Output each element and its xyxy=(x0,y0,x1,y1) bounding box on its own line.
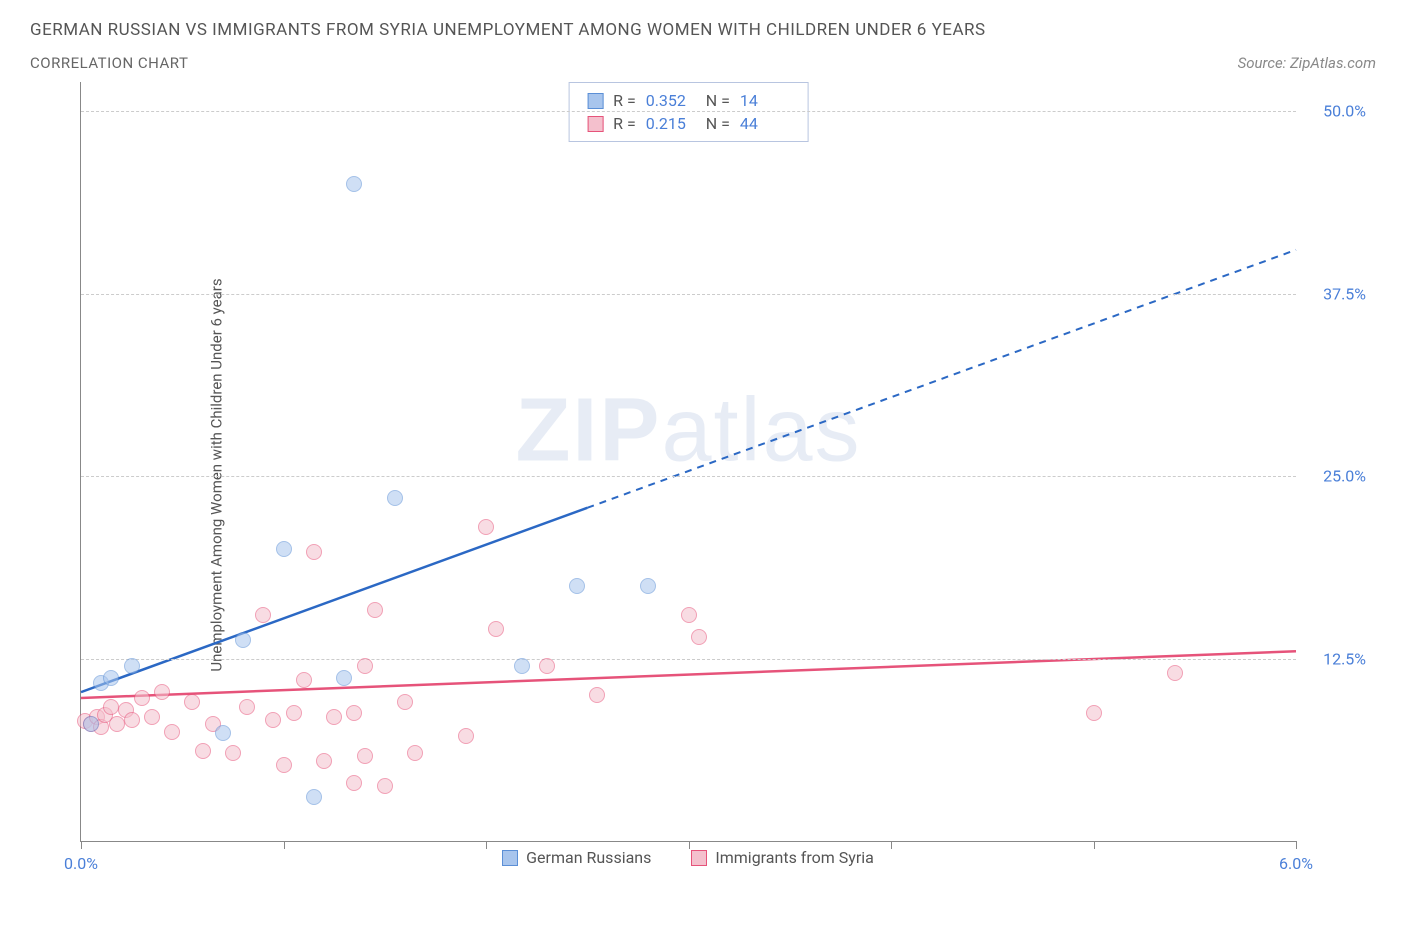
data-point xyxy=(357,658,373,674)
data-point xyxy=(357,748,373,764)
stats-row: R = 0.215 N = 44 xyxy=(587,112,790,135)
x-axis-label: 6.0% xyxy=(1279,854,1313,873)
data-point xyxy=(681,607,697,623)
data-point xyxy=(134,690,150,706)
data-point xyxy=(103,670,119,686)
data-point xyxy=(296,672,312,688)
x-tick xyxy=(891,841,892,849)
n-label: N = xyxy=(706,91,730,110)
gridline xyxy=(81,476,1296,477)
r-value: 0.215 xyxy=(646,114,696,133)
chart-subtitle: CORRELATION CHART xyxy=(30,54,188,72)
data-point xyxy=(1167,665,1183,681)
data-point xyxy=(640,578,656,594)
legend-item: Immigrants from Syria xyxy=(691,848,873,867)
legend-item: German Russians xyxy=(502,848,651,867)
legend-label: German Russians xyxy=(526,848,651,867)
data-point xyxy=(336,670,352,686)
x-tick xyxy=(1296,841,1297,849)
chart-title: GERMAN RUSSIAN VS IMMIGRANTS FROM SYRIA … xyxy=(30,20,1376,40)
data-point xyxy=(346,176,362,192)
data-point xyxy=(265,712,281,728)
data-point xyxy=(326,709,342,725)
data-point xyxy=(316,753,332,769)
series-swatch xyxy=(587,116,603,132)
data-point xyxy=(377,778,393,794)
data-point xyxy=(539,658,555,674)
data-point xyxy=(276,541,292,557)
data-point xyxy=(83,716,99,732)
data-point xyxy=(478,519,494,535)
source-attribution: Source: ZipAtlas.com xyxy=(1238,54,1376,72)
stats-row: R = 0.352 N = 14 xyxy=(587,89,790,112)
r-value: 0.352 xyxy=(646,91,696,110)
y-tick-label: 37.5% xyxy=(1323,284,1366,303)
gridline xyxy=(81,659,1296,660)
data-point xyxy=(387,490,403,506)
data-point xyxy=(124,658,140,674)
data-point xyxy=(589,687,605,703)
legend-swatch xyxy=(691,850,707,866)
n-label: N = xyxy=(706,114,730,133)
data-point xyxy=(346,705,362,721)
data-point xyxy=(255,607,271,623)
data-point xyxy=(488,621,504,637)
data-point xyxy=(276,757,292,773)
data-point xyxy=(195,743,211,759)
data-point xyxy=(154,684,170,700)
series-swatch xyxy=(587,93,603,109)
y-tick-label: 50.0% xyxy=(1323,102,1366,121)
trend-line-dashed xyxy=(587,250,1296,508)
data-point xyxy=(286,705,302,721)
y-tick-label: 25.0% xyxy=(1323,467,1366,486)
data-point xyxy=(306,544,322,560)
data-point xyxy=(569,578,585,594)
data-point xyxy=(346,775,362,791)
x-tick xyxy=(689,841,690,849)
data-point xyxy=(397,694,413,710)
x-tick xyxy=(81,841,82,849)
data-point xyxy=(164,724,180,740)
data-point xyxy=(1086,705,1102,721)
x-tick xyxy=(486,841,487,849)
x-tick xyxy=(284,841,285,849)
data-point xyxy=(367,602,383,618)
r-label: R = xyxy=(613,91,636,110)
n-value: 14 xyxy=(740,91,790,110)
data-point xyxy=(124,712,140,728)
legend-label: Immigrants from Syria xyxy=(715,848,873,867)
data-point xyxy=(235,632,251,648)
x-tick xyxy=(1094,841,1095,849)
plot-area: ZIPatlas R =0.352N =14R =0.215N =44 12.5… xyxy=(80,82,1296,842)
legend: German Russians Immigrants from Syria xyxy=(80,848,1296,867)
data-point xyxy=(514,658,530,674)
r-label: R = xyxy=(613,114,636,133)
legend-swatch xyxy=(502,850,518,866)
y-tick-label: 12.5% xyxy=(1323,649,1366,668)
trend-line-solid xyxy=(81,508,587,692)
x-axis-label: 0.0% xyxy=(64,854,98,873)
data-point xyxy=(691,629,707,645)
data-point xyxy=(458,728,474,744)
data-point xyxy=(239,699,255,715)
gridline xyxy=(81,294,1296,295)
data-point xyxy=(144,709,160,725)
chart-container: Unemployment Among Women with Children U… xyxy=(30,82,1376,867)
gridline xyxy=(81,111,1296,112)
trend-lines xyxy=(81,82,1296,841)
data-point xyxy=(215,725,231,741)
data-point xyxy=(225,745,241,761)
data-point xyxy=(184,694,200,710)
data-point xyxy=(306,789,322,805)
data-point xyxy=(407,745,423,761)
n-value: 44 xyxy=(740,114,790,133)
